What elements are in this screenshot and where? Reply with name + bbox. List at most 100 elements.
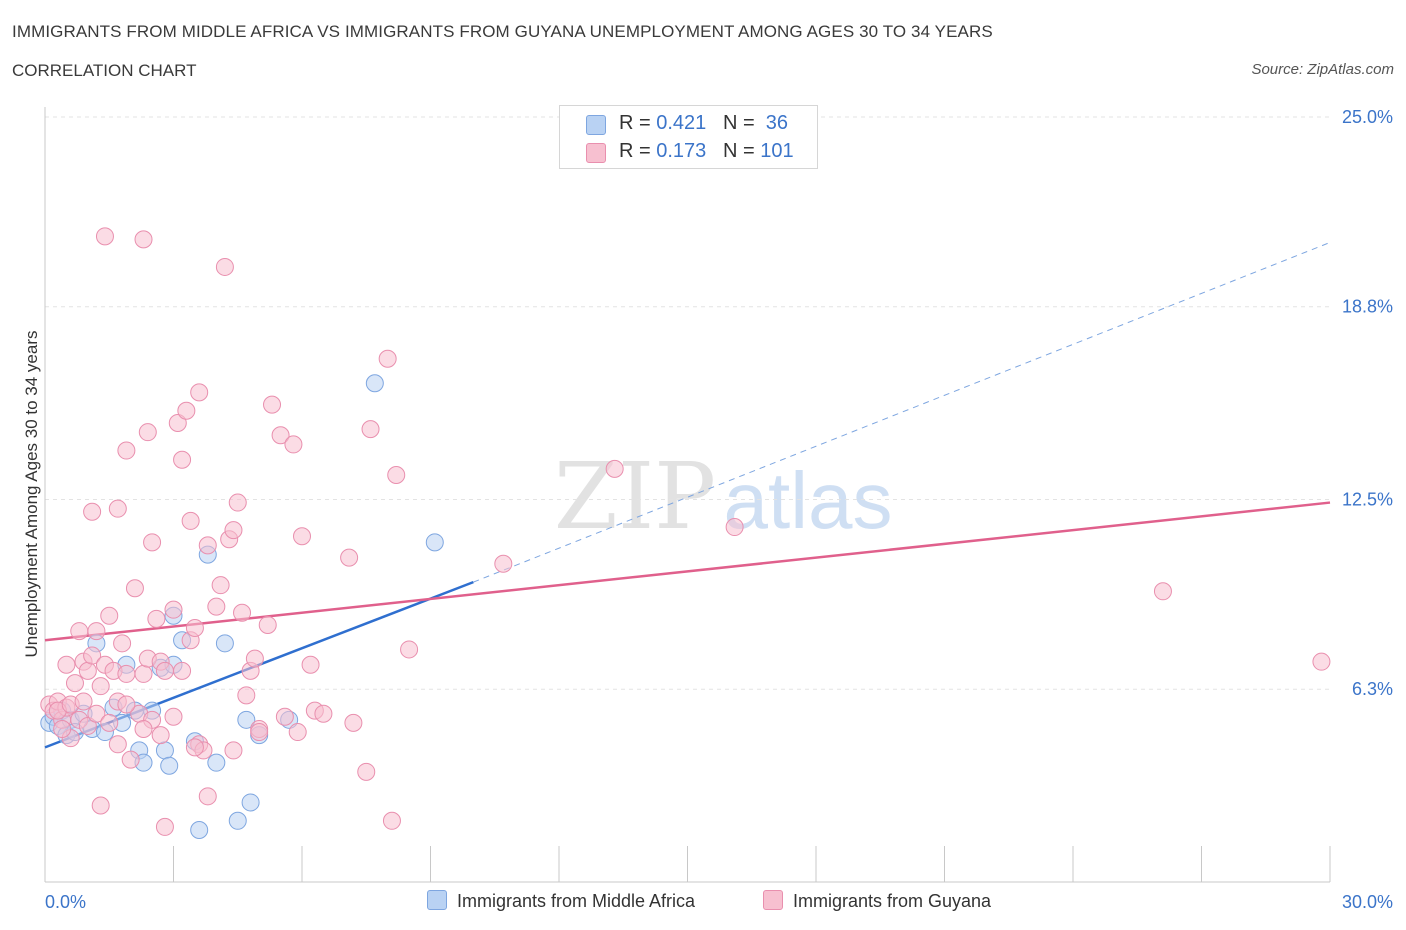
point-guyana-84 (1312, 652, 1331, 671)
point-guyana-60 (245, 649, 264, 668)
bottom-legend-swatch-pink (763, 890, 783, 910)
bottom-legend-swatch-blue (427, 890, 447, 910)
bottom-legend-guyana: Immigrants from Guyana (763, 890, 991, 912)
point-guyana-88 (78, 716, 97, 735)
point-guyana-99 (53, 720, 72, 738)
point-guyana-69 (301, 655, 320, 674)
point-guyana-56 (228, 493, 247, 512)
trend-line-pink (44, 501, 1331, 642)
point-guyana-94 (134, 720, 153, 738)
point-middle-africa-31 (241, 793, 260, 812)
y-tick-label-1: 12.5% (1342, 490, 1393, 510)
point-guyana-81 (605, 459, 624, 478)
bottom-legend-middle-africa: Immigrants from Middle Africa (427, 890, 695, 912)
y-tick-label-3: 25.0% (1342, 107, 1393, 127)
point-guyana-55 (224, 521, 243, 540)
point-guyana-72 (340, 548, 359, 567)
point-middle-africa-25 (190, 820, 209, 839)
point-guyana-82 (725, 518, 744, 537)
point-guyana-75 (361, 420, 380, 439)
point-guyana-74 (357, 762, 376, 781)
legend-r-label: R = (619, 140, 651, 162)
point-guyana-20 (125, 579, 144, 598)
tick-labels: 6.3% 12.5% 18.8% 25.0% 0.0% 30.0% (45, 107, 1393, 912)
point-guyana-51 (207, 597, 226, 616)
point-guyana-57 (233, 603, 252, 622)
point-guyana-47 (177, 401, 196, 420)
point-guyana-97 (224, 741, 243, 760)
point-guyana-8 (70, 622, 89, 641)
point-guyana-50 (198, 536, 217, 555)
point-guyana-49 (190, 383, 209, 402)
point-guyana-98 (250, 723, 269, 742)
point-guyana-62 (258, 615, 277, 634)
legend-r-value-pink: 0.173 (656, 140, 707, 162)
source-label: Source: ZipAtlas.com (1251, 61, 1394, 78)
legend-r-value-blue: 0.421 (656, 112, 707, 134)
legend-n-label: N = (722, 140, 755, 162)
point-guyana-79 (400, 640, 419, 659)
point-middle-africa-35 (425, 533, 444, 552)
point-guyana-64 (271, 426, 290, 445)
point-guyana-42 (151, 726, 170, 745)
y-axis-label: Unemployment Among Ages 30 to 34 years (22, 330, 41, 658)
point-guyana-34 (198, 787, 217, 806)
point-guyana-52 (211, 576, 230, 595)
point-guyana-18 (113, 634, 132, 653)
point-guyana-45 (168, 414, 187, 432)
point-guyana-83 (1153, 582, 1172, 601)
bottom-legend-label-blue: Immigrants from Middle Africa (457, 891, 696, 911)
point-guyana-7 (65, 674, 84, 693)
watermark-atlas: atlas (724, 456, 893, 545)
point-guyana-41 (134, 230, 153, 249)
point-guyana-93 (121, 750, 140, 769)
point-guyana-67 (288, 723, 307, 742)
point-guyana-92 (117, 695, 136, 714)
point-guyana-100 (74, 692, 93, 711)
legend-r-label: R = (619, 112, 651, 134)
point-guyana-5 (57, 655, 76, 674)
point-middle-africa-34 (365, 374, 384, 393)
point-middle-africa-30 (237, 710, 256, 729)
point-guyana-65 (275, 707, 294, 726)
x-tick-label-max: 30.0% (1342, 892, 1393, 912)
point-guyana-76 (378, 349, 397, 368)
chart-subtitle: CORRELATION CHART (12, 61, 197, 80)
point-guyana-71 (314, 704, 333, 723)
legend-n-value-pink: 101 (760, 140, 794, 162)
point-middle-africa-28 (215, 634, 234, 653)
point-middle-africa-19 (155, 741, 174, 760)
point-guyana-36 (95, 227, 114, 246)
chart-title: IMMIGRANTS FROM MIDDLE AFRICA VS IMMIGRA… (12, 22, 993, 41)
x-tick-label-min: 0.0% (45, 892, 86, 912)
point-guyana-43 (155, 817, 174, 836)
point-guyana-31 (185, 619, 204, 638)
point-guyana-77 (382, 811, 401, 830)
axes (44, 107, 1331, 883)
point-guyana-89 (87, 704, 106, 723)
point-guyana-27 (155, 661, 174, 680)
point-guyana-80 (494, 554, 513, 573)
point-guyana-10 (78, 661, 97, 680)
data-points (40, 227, 1331, 839)
point-guyana-95 (164, 707, 183, 726)
point-guyana-15 (100, 606, 119, 625)
y-tick-label-0: 6.3% (1352, 679, 1393, 699)
point-guyana-28 (164, 600, 183, 619)
point-guyana-44 (91, 796, 110, 815)
watermark-zip: ZIP (554, 443, 716, 550)
point-guyana-22 (134, 664, 153, 683)
point-guyana-39 (138, 423, 157, 442)
legend-n-value-blue: 36 (765, 112, 789, 134)
point-guyana-90 (100, 713, 119, 732)
point-guyana-96 (185, 738, 204, 757)
point-guyana-40 (143, 533, 162, 552)
point-middle-africa-27 (207, 753, 226, 772)
zipatlas-watermark: ZIP atlas (554, 443, 893, 550)
point-guyana-19 (117, 664, 136, 683)
bottom-legend-label-pink: Immigrants from Guyana (793, 891, 992, 911)
point-guyana-58 (237, 686, 256, 705)
legend-swatch-blue (586, 115, 606, 135)
point-guyana-37 (108, 499, 127, 518)
